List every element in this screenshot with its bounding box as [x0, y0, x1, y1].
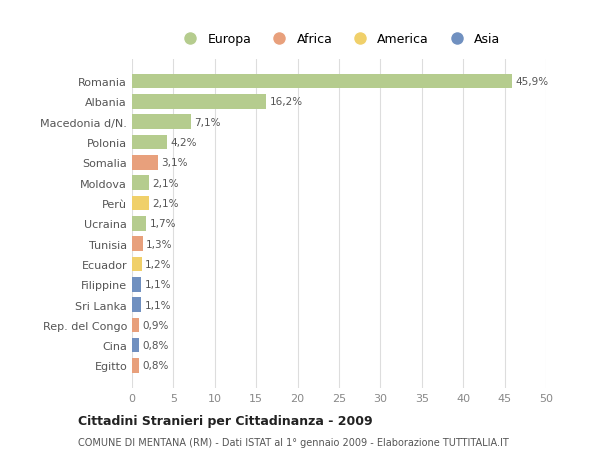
Text: 1,2%: 1,2% [145, 259, 172, 269]
Text: 16,2%: 16,2% [269, 97, 302, 107]
Text: 0,9%: 0,9% [143, 320, 169, 330]
Bar [132, 135, 167, 150]
Text: 4,2%: 4,2% [170, 138, 197, 148]
Text: Cittadini Stranieri per Cittadinanza - 2009: Cittadini Stranieri per Cittadinanza - 2… [78, 414, 373, 428]
Bar [132, 115, 191, 130]
Text: 2,1%: 2,1% [152, 198, 179, 208]
Bar [132, 75, 512, 89]
Bar [132, 95, 266, 109]
Bar [132, 176, 149, 190]
Text: COMUNE DI MENTANA (RM) - Dati ISTAT al 1° gennaio 2009 - Elaborazione TUTTITALIA: COMUNE DI MENTANA (RM) - Dati ISTAT al 1… [78, 437, 509, 447]
Bar [132, 297, 141, 312]
Bar [132, 358, 139, 373]
Text: 3,1%: 3,1% [161, 158, 187, 168]
Text: 1,1%: 1,1% [145, 300, 171, 310]
Text: 0,8%: 0,8% [142, 341, 169, 350]
Bar [132, 277, 141, 292]
Bar [132, 237, 143, 252]
Bar [132, 196, 149, 211]
Text: 1,3%: 1,3% [146, 239, 173, 249]
Bar [132, 257, 142, 272]
Text: 1,7%: 1,7% [149, 219, 176, 229]
Bar [132, 338, 139, 353]
Bar [132, 318, 139, 332]
Text: 0,8%: 0,8% [142, 361, 169, 370]
Bar [132, 217, 146, 231]
Bar [132, 156, 158, 170]
Text: 45,9%: 45,9% [515, 77, 548, 87]
Legend: Europa, Africa, America, Asia: Europa, Africa, America, Asia [178, 33, 500, 46]
Text: 7,1%: 7,1% [194, 118, 221, 128]
Text: 2,1%: 2,1% [152, 178, 179, 188]
Text: 1,1%: 1,1% [145, 280, 171, 290]
